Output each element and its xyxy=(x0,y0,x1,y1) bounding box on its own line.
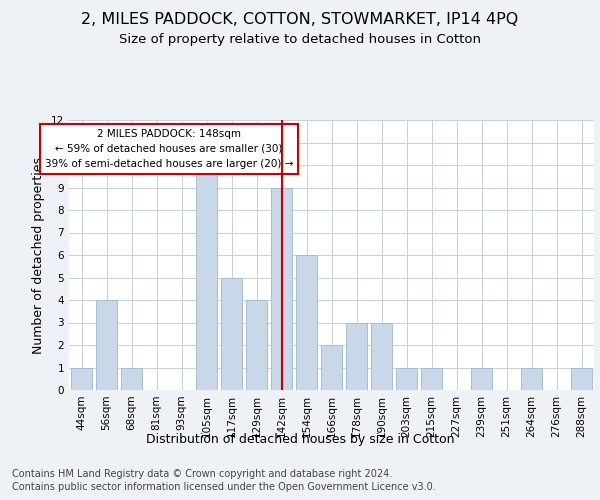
Bar xyxy=(321,345,342,390)
Bar xyxy=(71,368,92,390)
Bar xyxy=(346,322,367,390)
Y-axis label: Number of detached properties: Number of detached properties xyxy=(32,156,46,354)
Text: Distribution of detached houses by size in Cotton: Distribution of detached houses by size … xyxy=(146,432,454,446)
Bar xyxy=(471,368,492,390)
Bar xyxy=(371,322,392,390)
Text: Contains HM Land Registry data © Crown copyright and database right 2024.: Contains HM Land Registry data © Crown c… xyxy=(12,469,392,479)
Text: 2, MILES PADDOCK, COTTON, STOWMARKET, IP14 4PQ: 2, MILES PADDOCK, COTTON, STOWMARKET, IP… xyxy=(82,12,518,28)
Bar xyxy=(246,300,267,390)
Text: Contains public sector information licensed under the Open Government Licence v3: Contains public sector information licen… xyxy=(12,482,436,492)
Bar xyxy=(221,278,242,390)
Bar xyxy=(196,165,217,390)
Bar xyxy=(421,368,442,390)
Text: 2 MILES PADDOCK: 148sqm
← 59% of detached houses are smaller (30)
39% of semi-de: 2 MILES PADDOCK: 148sqm ← 59% of detache… xyxy=(45,129,293,168)
Bar xyxy=(571,368,592,390)
Bar xyxy=(121,368,142,390)
Bar xyxy=(296,255,317,390)
Text: Size of property relative to detached houses in Cotton: Size of property relative to detached ho… xyxy=(119,32,481,46)
Bar xyxy=(96,300,117,390)
Bar xyxy=(396,368,417,390)
Bar xyxy=(521,368,542,390)
Bar xyxy=(271,188,292,390)
